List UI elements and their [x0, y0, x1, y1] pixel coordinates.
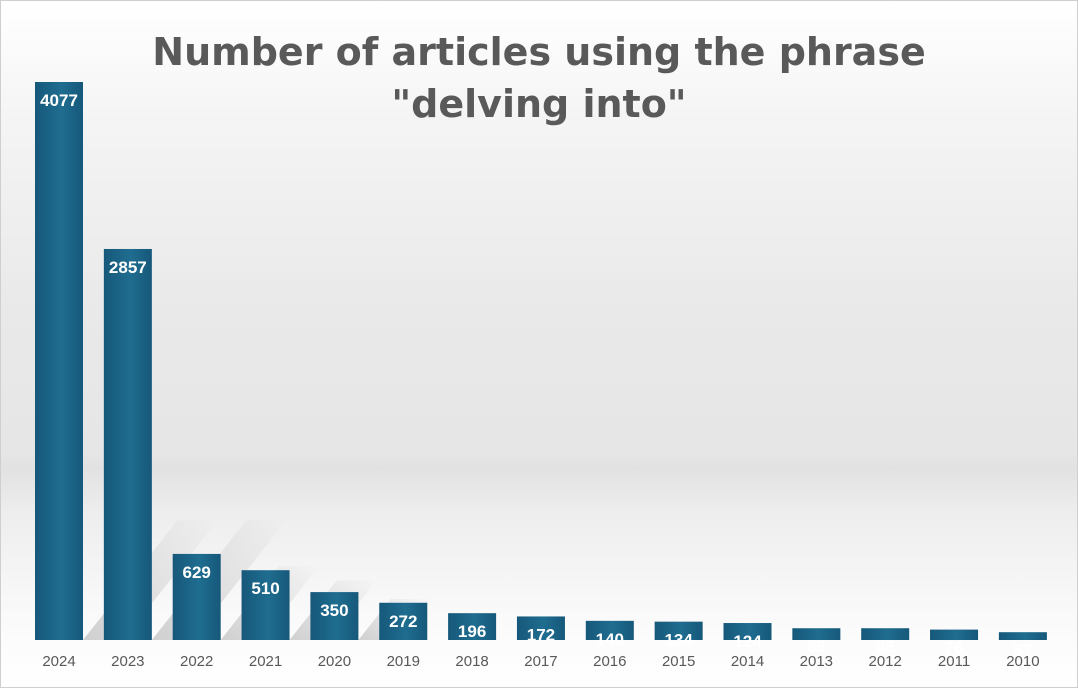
x-tick-label-2010: 2010 — [1006, 653, 1039, 670]
x-tick-label-2024: 2024 — [42, 653, 75, 670]
bar-2015 — [654, 621, 703, 640]
data-label-2014: 124 — [733, 632, 762, 651]
x-tick-label-2016: 2016 — [593, 653, 626, 670]
data-label-2018: 196 — [458, 622, 486, 641]
bar-2011 — [930, 629, 979, 640]
data-label-2019: 272 — [389, 612, 417, 631]
data-label-2022: 629 — [183, 563, 211, 582]
x-tick-label-2011: 2011 — [938, 653, 970, 670]
bar-2023 — [103, 248, 152, 641]
data-label-2020: 350 — [320, 601, 348, 620]
x-tick-label-2019: 2019 — [387, 653, 420, 670]
chart-title-line-1: Number of articles using the phrase — [152, 30, 926, 74]
data-labels: 4077 2857 629 510 350 272 196 172 140 134 124 86 86 7… — [40, 91, 1032, 660]
bar-2017 — [516, 616, 565, 640]
x-tick-label-2012: 2012 — [869, 653, 902, 670]
data-label-2023: 2857 — [109, 258, 147, 277]
x-axis-tick-labels: 2024 2023 2022 2021 2020 2019 2018 2017 2016 2015… — [42, 653, 1039, 670]
bar-2022 — [172, 553, 221, 640]
bar-2014 — [723, 623, 772, 640]
bar-2013 — [792, 628, 841, 640]
bar-2021 — [241, 570, 290, 640]
bar-2018 — [448, 613, 497, 640]
x-tick-label-2020: 2020 — [318, 653, 351, 670]
chart-title-line-2: "delving into" — [391, 82, 687, 126]
data-label-2013: 86 — [807, 637, 826, 656]
data-label-2012: 86 — [876, 637, 895, 656]
data-label-2017: 172 — [527, 625, 555, 644]
bar-2024 — [35, 82, 83, 640]
x-tick-label-2018: 2018 — [455, 653, 488, 670]
data-label-2011: 76 — [945, 639, 964, 658]
bar-2016 — [585, 620, 634, 640]
data-label-2010: 57 — [1013, 641, 1032, 660]
bar-2019 — [379, 602, 428, 640]
data-label-2024: 4077 — [40, 91, 78, 110]
x-tick-label-2014: 2014 — [731, 653, 764, 670]
bar-2020 — [310, 592, 359, 640]
x-tick-label-2013: 2013 — [800, 653, 833, 670]
x-tick-label-2022: 2022 — [180, 653, 213, 670]
x-tick-label-2015: 2015 — [662, 653, 695, 670]
x-tick-label-2023: 2023 — [111, 653, 144, 670]
bar-2010 — [998, 632, 1047, 640]
bar-2012 — [861, 628, 910, 640]
x-tick-label-2017: 2017 — [524, 653, 557, 670]
bars — [35, 82, 1047, 641]
data-label-2016: 140 — [596, 630, 624, 649]
data-label-2015: 134 — [664, 631, 693, 650]
x-tick-label-2021: 2021 — [249, 653, 282, 670]
data-label-2021: 510 — [251, 579, 279, 598]
chart-title: Number of articles using the phrase "del… — [0, 26, 1078, 130]
